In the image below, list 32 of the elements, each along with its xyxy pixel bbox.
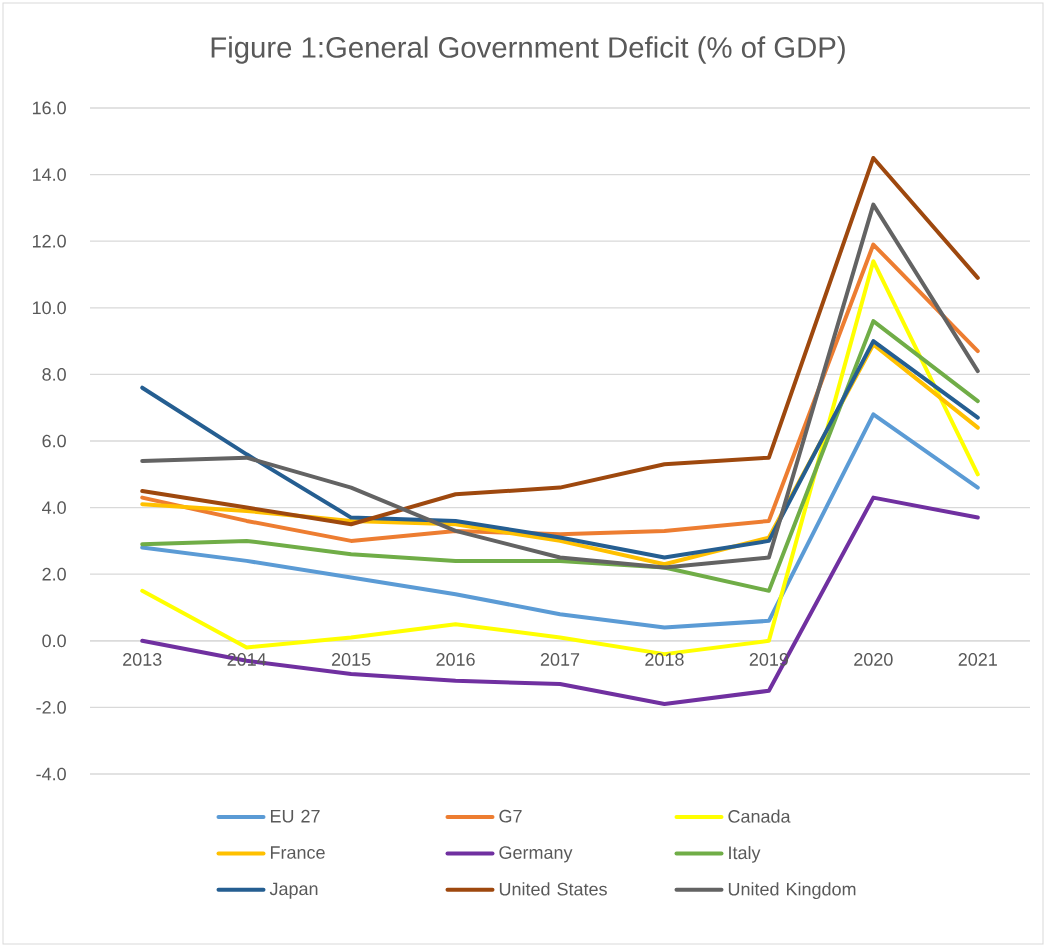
legend-label: United Kingdom: [728, 882, 856, 900]
line-series: [140, 155, 980, 527]
x-tick-label: 2020: [854, 653, 893, 666]
legend-label: United States: [499, 882, 607, 896]
y-tick-label: 16.0: [32, 101, 66, 115]
legend-label: France: [270, 846, 325, 859]
legend-label: EU 27: [270, 809, 320, 823]
y-tick-label: 12.0: [32, 234, 66, 248]
x-tick-label: 2014: [227, 653, 267, 666]
legend-label: Germany: [499, 846, 573, 863]
y-tick-label: 0.0: [42, 634, 66, 648]
legend-label: Japan: [269, 882, 318, 899]
y-tick-label: 4.0: [42, 501, 66, 514]
x-tick-label: 2016: [436, 653, 475, 666]
legend-label: G7: [499, 809, 522, 823]
x-tick-label: 2017: [540, 653, 580, 666]
x-tick-label: 2015: [331, 653, 371, 666]
x-tick-label: 2021: [958, 653, 997, 666]
y-tick-label: 2.0: [42, 567, 66, 581]
y-tick-label: 10.0: [32, 301, 66, 315]
y-tick-label: 8.0: [42, 368, 66, 381]
line-series: [140, 202, 980, 570]
y-tick-label: 6.0: [42, 434, 66, 448]
y-tick-label: -4.0: [36, 767, 66, 781]
y-tick-label: -2.0: [36, 701, 66, 714]
x-tick-label: 2018: [645, 653, 684, 666]
line-series: [140, 412, 980, 630]
y-tick-label: 14.0: [32, 168, 66, 181]
chart-title: Figure 1:General Government Deficit (% of GDP): [211, 36, 845, 64]
legend-label: Canada: [728, 809, 791, 823]
legend-label: Italy: [729, 845, 761, 863]
x-tick-label: 2013: [123, 653, 162, 666]
